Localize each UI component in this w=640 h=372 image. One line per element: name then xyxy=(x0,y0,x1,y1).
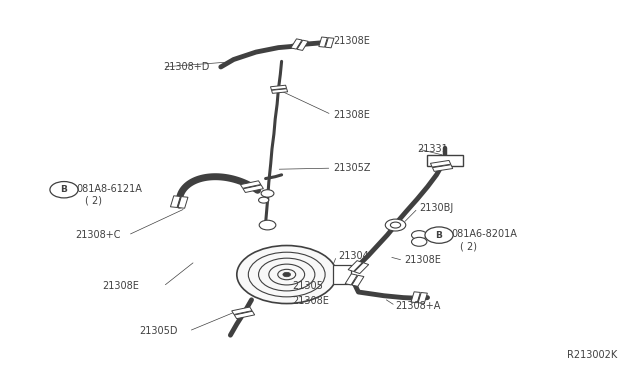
FancyBboxPatch shape xyxy=(291,39,302,49)
Text: 21305Z: 21305Z xyxy=(333,163,371,173)
Text: 2130BJ: 2130BJ xyxy=(419,203,454,213)
Text: 21304: 21304 xyxy=(338,251,369,261)
FancyBboxPatch shape xyxy=(232,307,252,314)
FancyBboxPatch shape xyxy=(319,37,328,47)
FancyBboxPatch shape xyxy=(178,196,188,208)
Text: B: B xyxy=(436,231,442,240)
FancyBboxPatch shape xyxy=(241,181,260,188)
Text: 21331: 21331 xyxy=(417,144,448,154)
Text: ( 2): ( 2) xyxy=(460,241,477,251)
FancyBboxPatch shape xyxy=(431,160,451,167)
FancyBboxPatch shape xyxy=(411,292,420,303)
Text: 21305D: 21305D xyxy=(140,326,178,336)
FancyBboxPatch shape xyxy=(271,89,287,93)
FancyBboxPatch shape xyxy=(271,85,287,90)
Text: 081A8-6121A: 081A8-6121A xyxy=(77,184,143,194)
Circle shape xyxy=(50,182,78,198)
Text: 21308E: 21308E xyxy=(102,282,140,291)
Text: 21308E: 21308E xyxy=(404,256,442,265)
Circle shape xyxy=(237,246,337,304)
Circle shape xyxy=(283,272,291,277)
FancyBboxPatch shape xyxy=(355,263,369,273)
Circle shape xyxy=(412,237,427,246)
Circle shape xyxy=(385,219,406,231)
FancyBboxPatch shape xyxy=(427,155,463,166)
Circle shape xyxy=(259,220,276,230)
FancyBboxPatch shape xyxy=(348,261,362,272)
Circle shape xyxy=(425,227,453,243)
Text: 21308+C: 21308+C xyxy=(76,230,121,240)
Circle shape xyxy=(412,231,427,240)
FancyBboxPatch shape xyxy=(345,274,357,285)
Circle shape xyxy=(259,197,269,203)
Text: 081A6-8201A: 081A6-8201A xyxy=(451,230,517,239)
FancyBboxPatch shape xyxy=(325,38,334,48)
Text: 21308+D: 21308+D xyxy=(163,62,209,72)
Circle shape xyxy=(261,190,274,197)
Text: 21308E: 21308E xyxy=(333,36,370,46)
FancyBboxPatch shape xyxy=(297,40,308,51)
FancyBboxPatch shape xyxy=(234,311,255,319)
Text: 21308+A: 21308+A xyxy=(396,301,441,311)
FancyBboxPatch shape xyxy=(333,265,351,284)
Text: 21308E: 21308E xyxy=(292,296,329,305)
FancyBboxPatch shape xyxy=(418,292,428,304)
Text: R213002K: R213002K xyxy=(567,350,618,360)
Text: ( 2): ( 2) xyxy=(85,196,102,206)
FancyBboxPatch shape xyxy=(433,165,452,171)
Text: 21305: 21305 xyxy=(292,281,323,291)
FancyBboxPatch shape xyxy=(243,185,264,192)
FancyBboxPatch shape xyxy=(170,196,180,208)
FancyBboxPatch shape xyxy=(352,275,364,286)
Text: B: B xyxy=(61,185,67,194)
Text: 21308E: 21308E xyxy=(333,110,370,119)
Circle shape xyxy=(390,222,401,228)
